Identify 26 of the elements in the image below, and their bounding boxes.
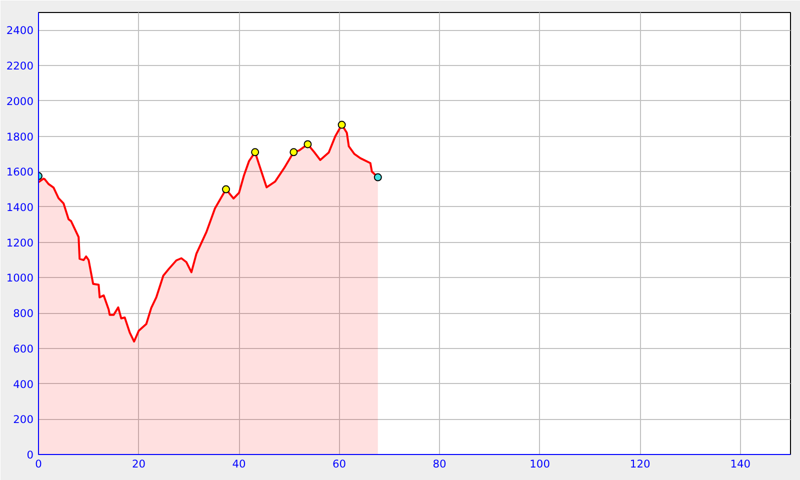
x-tick-label: 40	[232, 458, 246, 470]
x-tick-label: 100	[530, 458, 550, 470]
y-tick-label: 400	[13, 378, 34, 391]
y-tick-label: 2400	[6, 24, 34, 38]
y-tick-label: 1800	[6, 130, 34, 144]
x-tick-label: 80	[432, 458, 447, 470]
y-tick-label: 1600	[6, 166, 34, 179]
point	[304, 140, 312, 148]
y-tick-label: 2000	[6, 94, 34, 108]
point	[290, 148, 298, 156]
x-tick-label: 20	[132, 458, 146, 470]
y-tick-label: 1400	[6, 200, 34, 214]
y-tick-label: 1000	[6, 272, 34, 285]
y-tick-label: 800	[13, 307, 34, 320]
y-tick-label: 2200	[6, 60, 34, 73]
x-tick-label: 140	[730, 458, 751, 470]
point	[338, 120, 346, 129]
y-tick-label: 1200	[6, 236, 34, 250]
x-tick-label: 0	[35, 458, 42, 470]
x-tick-label: 60	[332, 458, 346, 470]
y-tick-label: 200	[13, 413, 34, 426]
point	[222, 185, 230, 194]
y-tick-label: 0	[26, 448, 34, 462]
y-tick-label: 600	[13, 342, 34, 356]
point	[251, 148, 260, 156]
x-tick-label: 120	[630, 458, 650, 470]
